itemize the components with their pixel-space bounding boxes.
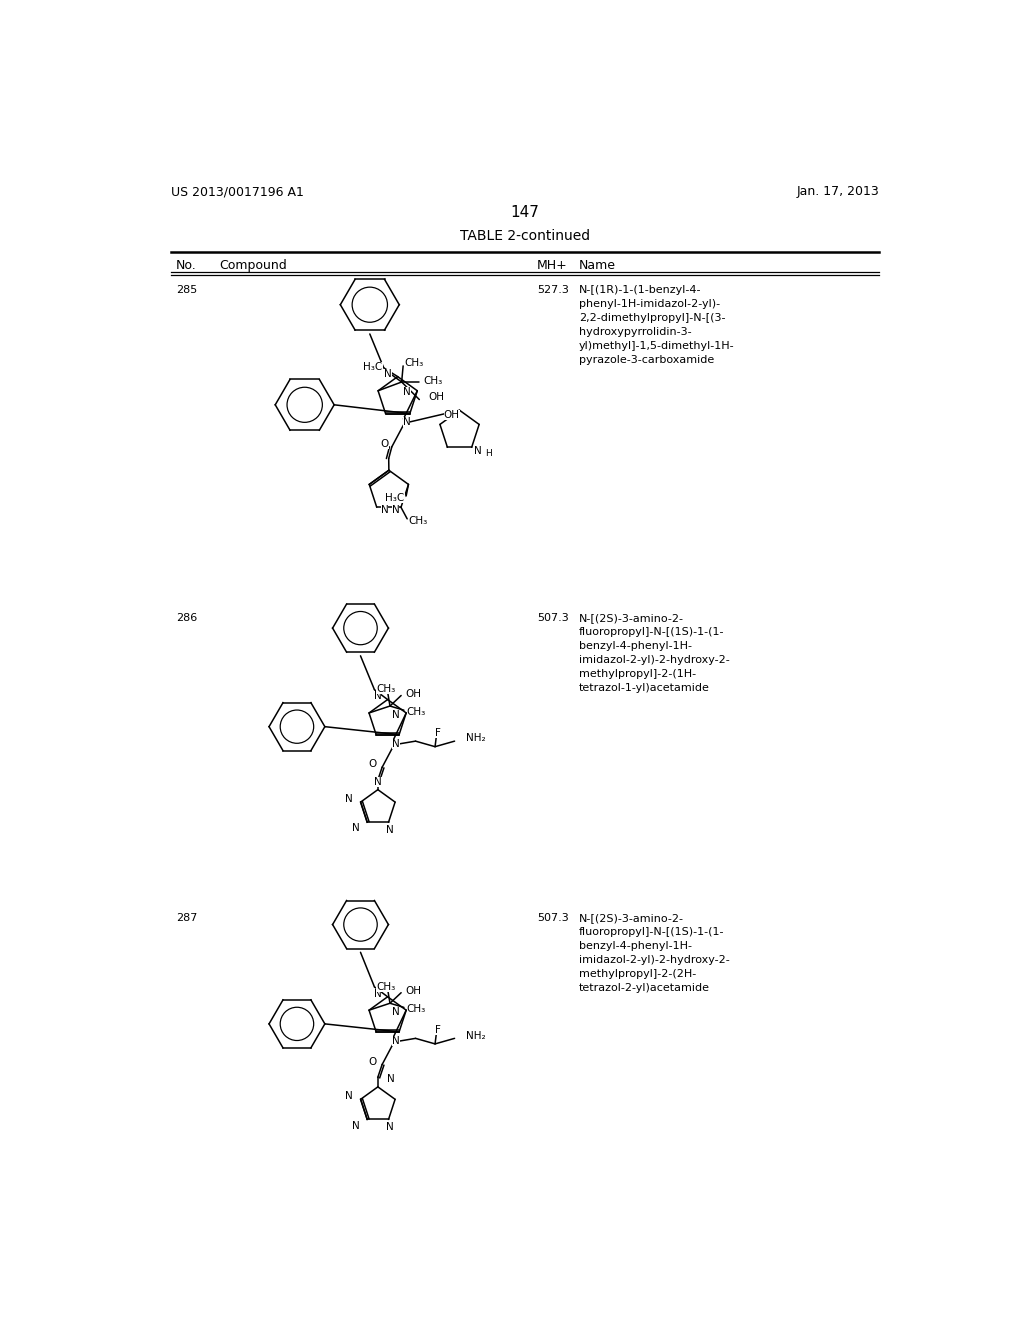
Text: N: N — [402, 417, 411, 426]
Text: OH: OH — [428, 392, 444, 401]
Text: 285: 285 — [176, 285, 198, 296]
Text: 527.3: 527.3 — [538, 285, 569, 296]
Text: N: N — [351, 824, 359, 833]
Text: N: N — [392, 1007, 400, 1016]
Text: 287: 287 — [176, 913, 198, 923]
Text: N-[(2S)-3-amino-2-
fluoropropyl]-N-[(1S)-1-(1-
benzyl-4-phenyl-1H-
imidazol-2-yl: N-[(2S)-3-amino-2- fluoropropyl]-N-[(1S)… — [579, 913, 730, 993]
Text: N: N — [381, 506, 388, 515]
Text: CH₃: CH₃ — [404, 358, 424, 368]
Text: OH: OH — [406, 986, 421, 995]
Text: H₃C: H₃C — [385, 494, 404, 503]
Text: N: N — [345, 1092, 353, 1101]
Text: N: N — [474, 446, 481, 457]
Text: N: N — [387, 1074, 395, 1084]
Text: N: N — [392, 739, 399, 748]
Text: CH₃: CH₃ — [407, 706, 426, 717]
Text: 507.3: 507.3 — [538, 612, 569, 623]
Text: N: N — [392, 710, 400, 719]
Text: US 2013/0017196 A1: US 2013/0017196 A1 — [171, 185, 303, 198]
Text: N: N — [392, 1036, 399, 1047]
Text: N: N — [351, 1121, 359, 1131]
Text: NH₂: NH₂ — [466, 1031, 485, 1040]
Text: N: N — [374, 989, 381, 999]
Text: N: N — [403, 387, 411, 397]
Text: MH+: MH+ — [538, 259, 568, 272]
Text: 507.3: 507.3 — [538, 913, 569, 923]
Text: O: O — [369, 1056, 377, 1067]
Text: H₃C: H₃C — [364, 363, 383, 372]
Text: TABLE 2-continued: TABLE 2-continued — [460, 230, 590, 243]
Text: No.: No. — [176, 259, 197, 272]
Text: O: O — [380, 438, 388, 449]
Text: CH₃: CH₃ — [424, 375, 443, 385]
Text: CH₃: CH₃ — [377, 684, 395, 694]
Text: N: N — [345, 795, 353, 804]
Text: F: F — [435, 1026, 440, 1035]
Text: CH₃: CH₃ — [377, 982, 395, 991]
Text: N: N — [374, 777, 382, 787]
Text: CH₃: CH₃ — [409, 516, 428, 527]
Text: 147: 147 — [510, 205, 540, 219]
Text: Compound: Compound — [219, 259, 287, 272]
Text: N: N — [386, 825, 394, 836]
Text: NH₂: NH₂ — [466, 734, 485, 743]
Text: 286: 286 — [176, 612, 198, 623]
Text: OH: OH — [443, 411, 460, 420]
Text: N: N — [374, 692, 381, 701]
Text: H: H — [485, 449, 493, 458]
Text: CH₃: CH₃ — [407, 1003, 426, 1014]
Text: N-[(2S)-3-amino-2-
fluoropropyl]-N-[(1S)-1-(1-
benzyl-4-phenyl-1H-
imidazol-2-yl: N-[(2S)-3-amino-2- fluoropropyl]-N-[(1S)… — [579, 612, 730, 693]
Text: O: O — [369, 759, 377, 770]
Text: Name: Name — [579, 259, 616, 272]
Text: N-[(1R)-1-(1-benzyl-4-
phenyl-1H-imidazol-2-yl)-
2,2-dimethylpropyl]-N-[(3-
hydr: N-[(1R)-1-(1-benzyl-4- phenyl-1H-imidazo… — [579, 285, 734, 366]
Text: N: N — [392, 506, 399, 515]
Text: N: N — [384, 368, 391, 379]
Text: OH: OH — [406, 689, 421, 698]
Text: N: N — [386, 1122, 394, 1133]
Text: Jan. 17, 2013: Jan. 17, 2013 — [797, 185, 879, 198]
Text: F: F — [435, 727, 440, 738]
